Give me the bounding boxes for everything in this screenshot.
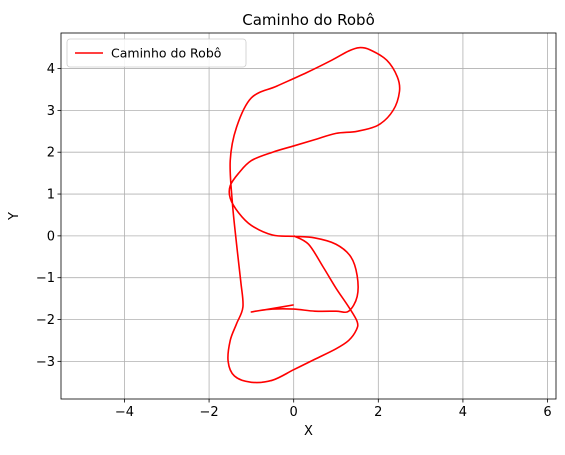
x-tick-label: 0 bbox=[290, 405, 298, 420]
legend-box bbox=[66, 38, 247, 68]
grid-lines bbox=[61, 33, 556, 399]
y-tick-label: 1 bbox=[47, 188, 55, 203]
plot-area bbox=[227, 46, 401, 384]
tick-labels: −4 −2 0 2 4 6 −3 −2 −1 0 1 2 3 4 bbox=[36, 62, 552, 420]
chart-title: Caminho do Robô bbox=[242, 11, 375, 29]
y-tick-label: −3 bbox=[36, 355, 55, 370]
x-axis-label: X bbox=[304, 424, 313, 439]
x-tick-label: 2 bbox=[374, 405, 382, 420]
y-tick-label: 3 bbox=[47, 104, 55, 119]
axes-frame bbox=[60, 32, 557, 400]
x-tick-label: −4 bbox=[115, 405, 134, 420]
series-line bbox=[227, 46, 401, 384]
y-tick-label: −2 bbox=[36, 313, 55, 328]
y-tick-label: 4 bbox=[47, 62, 55, 77]
y-tick-label: −1 bbox=[36, 271, 55, 286]
y-tick-label: 2 bbox=[47, 146, 55, 161]
tick-marks bbox=[57, 68, 548, 403]
x-tick-label: 4 bbox=[459, 405, 467, 420]
x-tick-label: −2 bbox=[199, 405, 218, 420]
x-tick-label: 6 bbox=[543, 405, 551, 420]
y-axis-label: Y bbox=[7, 212, 22, 221]
y-tick-label: 0 bbox=[47, 229, 55, 244]
legend: Caminho do Robô bbox=[66, 38, 247, 68]
legend-entry: Caminho do Robô bbox=[111, 46, 221, 61]
